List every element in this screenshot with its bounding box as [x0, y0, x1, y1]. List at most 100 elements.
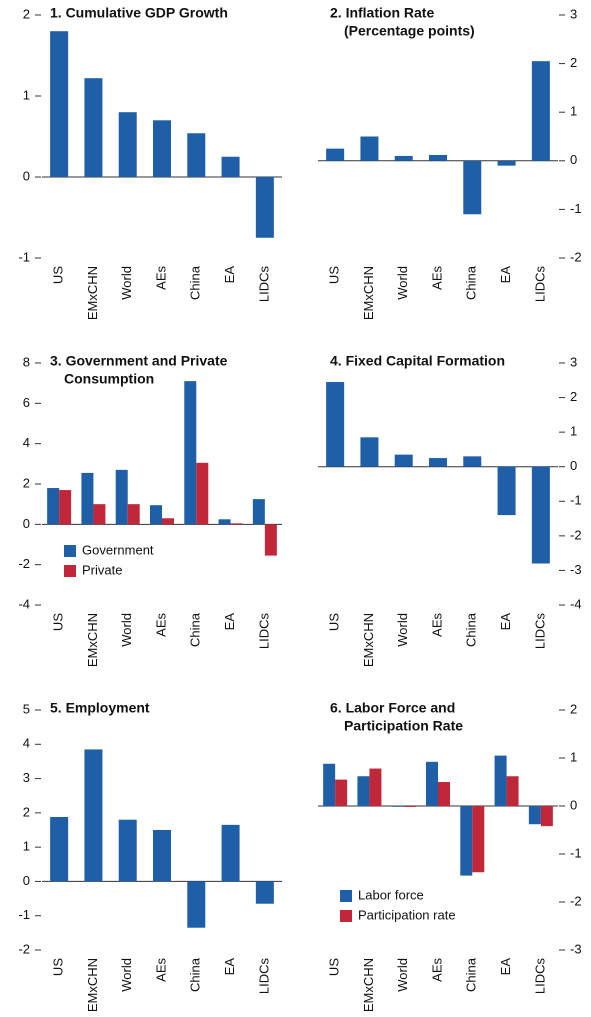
bar: [255, 881, 274, 904]
y-tick-label: -4: [570, 596, 582, 611]
legend-label: Participation rate: [358, 907, 456, 922]
y-tick-label: -2: [570, 893, 582, 908]
x-tick-label: EA: [498, 613, 513, 631]
x-tick-label: LIDCs: [532, 613, 547, 650]
bar: [438, 782, 450, 806]
x-tick-label: China: [464, 265, 479, 300]
x-tick-label: China: [188, 612, 203, 647]
bar: [357, 776, 370, 806]
x-tick-label: China: [188, 957, 203, 992]
x-tick-label: US: [327, 266, 342, 284]
x-tick-label: World: [395, 958, 410, 992]
bar: [84, 78, 103, 177]
y-tick-label: 1: [23, 87, 30, 102]
y-tick-label: 0: [23, 516, 30, 531]
y-tick-label: 2: [23, 475, 30, 490]
legend-label: Government: [82, 542, 154, 557]
bar: [264, 524, 277, 556]
x-tick-label: AEs: [153, 266, 168, 290]
bar: [426, 761, 438, 806]
bar: [463, 456, 482, 467]
x-tick-label: World: [119, 958, 134, 992]
chart-title: Participation Rate: [344, 717, 463, 733]
bar: [255, 177, 274, 238]
legend-swatch: [340, 910, 352, 922]
chart-title: 3. Government and Private: [50, 352, 228, 368]
bar: [360, 437, 379, 467]
x-tick-label: China: [464, 612, 479, 647]
y-tick-label: 2: [570, 55, 577, 70]
bar: [531, 466, 550, 564]
x-tick-label: EMxCHN: [85, 266, 100, 320]
bar: [472, 806, 485, 873]
y-tick-label: -1: [18, 249, 30, 264]
bar: [326, 148, 345, 161]
y-tick-label: 2: [23, 6, 30, 21]
y-tick-label: -1: [570, 201, 582, 216]
y-tick-label: -3: [570, 562, 582, 577]
y-tick-label: 2: [23, 804, 30, 819]
legend-label: Private: [82, 562, 122, 577]
x-tick-label: EA: [498, 266, 513, 284]
bar: [394, 155, 413, 161]
y-tick-label: -2: [570, 527, 582, 542]
x-tick-label: US: [51, 266, 66, 284]
x-tick-label: LIDCs: [532, 958, 547, 995]
bar: [497, 160, 516, 166]
chart-title: (Percentage points): [344, 22, 475, 38]
bar: [196, 462, 209, 525]
x-tick-label: LIDCs: [256, 958, 271, 995]
y-tick-label: 0: [570, 152, 577, 167]
y-tick-label: 2: [570, 701, 577, 716]
legend-swatch: [340, 890, 352, 902]
bar: [150, 505, 162, 525]
bar: [460, 806, 473, 876]
bar: [463, 160, 482, 215]
bar: [429, 154, 447, 161]
bar: [50, 31, 69, 178]
y-tick-label: 5: [23, 701, 30, 716]
y-tick-label: 3: [570, 354, 577, 369]
bar: [115, 469, 128, 525]
chart-title: 2. Inflation Rate: [330, 4, 434, 20]
bar: [59, 490, 72, 525]
bar: [153, 830, 171, 882]
y-tick-label: 0: [570, 458, 577, 473]
y-tick-label: -1: [570, 493, 582, 508]
y-tick-label: 0: [570, 797, 577, 812]
x-tick-label: EA: [498, 958, 513, 976]
x-tick-label: EMxCHN: [361, 613, 376, 667]
bar: [360, 136, 379, 161]
bar: [184, 381, 197, 525]
y-tick-label: 1: [570, 424, 577, 439]
bar: [127, 504, 140, 525]
y-tick-label: 1: [570, 749, 577, 764]
bar: [429, 458, 447, 467]
chart-title: 5. Employment: [50, 699, 150, 715]
x-tick-label: AEs: [153, 613, 168, 637]
y-tick-label: 4: [23, 736, 30, 751]
x-tick-label: AEs: [429, 613, 444, 637]
y-tick-label: 6: [23, 395, 30, 410]
legend-swatch: [64, 545, 76, 557]
bar: [403, 806, 416, 807]
y-tick-label: -4: [18, 596, 30, 611]
y-tick-label: 3: [570, 6, 577, 21]
bar: [335, 779, 348, 806]
bar: [326, 382, 345, 467]
x-tick-label: China: [188, 265, 203, 300]
x-tick-label: EMxCHN: [361, 958, 376, 1012]
bar: [187, 881, 206, 928]
x-tick-label: EA: [222, 958, 237, 976]
bar: [118, 819, 137, 882]
bar: [84, 749, 103, 882]
y-tick-label: 4: [23, 435, 30, 450]
bar: [497, 466, 516, 516]
x-tick-label: World: [395, 266, 410, 300]
x-tick-label: US: [327, 613, 342, 631]
bar: [221, 824, 240, 882]
x-tick-label: World: [395, 613, 410, 647]
bar: [252, 499, 265, 525]
x-tick-label: EMxCHN: [85, 958, 100, 1012]
